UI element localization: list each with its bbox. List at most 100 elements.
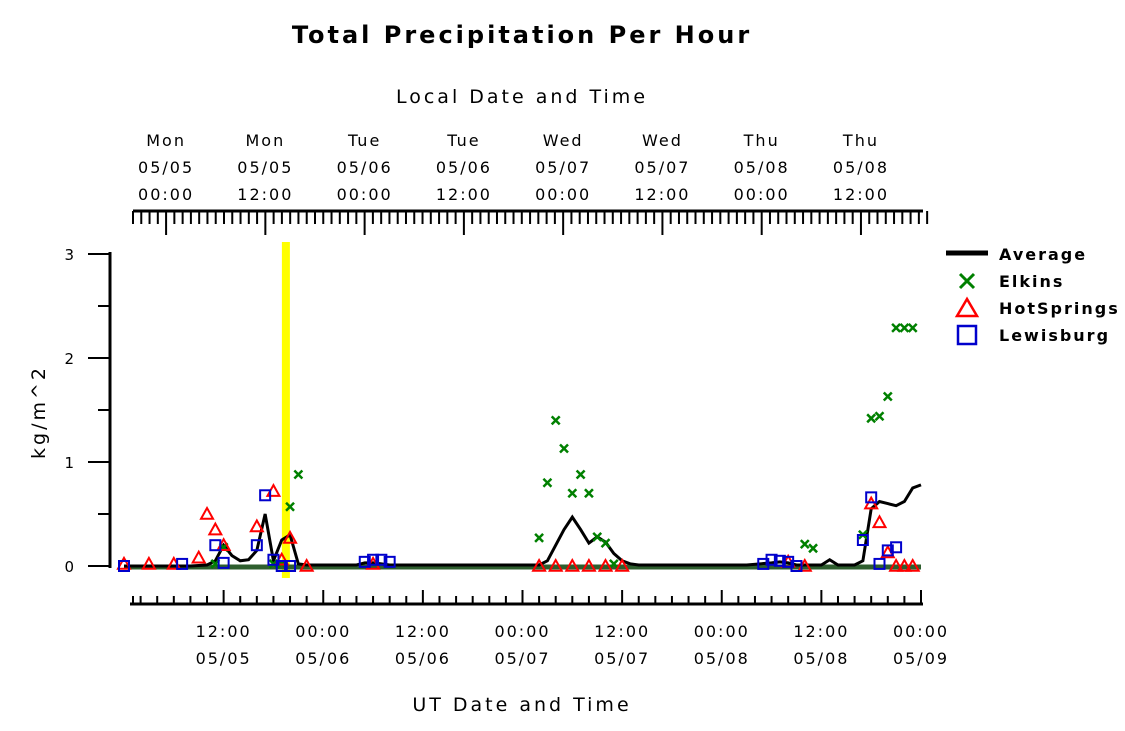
series-lewisburg [118,489,903,572]
elkins-point [891,322,901,333]
lewisburg-point [267,553,280,566]
bottom-tick-date: 05/06 [295,649,351,668]
top-tick-day: Thu [743,131,780,150]
lewisburg-point [856,534,869,546]
lewisburg-point [865,491,878,504]
elkins-point [907,322,918,333]
chart-title: Total Precipitation Per Hour [292,21,752,49]
bottom-tick-date: 05/08 [793,649,849,668]
elkins-point [592,531,603,542]
top-tick-date: 05/08 [734,158,790,177]
bottom-tick-date: 05/07 [494,649,550,668]
top-tick-time: 12:00 [436,185,492,204]
elkins-point [285,501,295,512]
lewisburg-point [873,557,886,570]
legend-label: Elkins [999,272,1064,291]
bottom-tick-time: 12:00 [395,622,451,641]
lewisburg-point [176,557,189,570]
bottom-tick-date: 05/05 [196,649,252,668]
top-tick-time: 12:00 [833,185,889,204]
lewisburg-point [773,554,786,567]
legend: Average Elkins HotSprings Lewisburg [946,245,1120,346]
elkins-point [808,543,818,554]
lewisburg-point [790,560,803,572]
bottom-tick-time: 12:00 [793,622,849,641]
average-line [124,483,922,568]
bottom-tick-time: 00:00 [295,622,351,641]
elkins-point [608,559,619,569]
y-axis-title: kg/m^2 [28,365,50,459]
hotsprings-point [904,557,921,572]
hotsprings-point [298,557,315,572]
hotsprings-point [597,557,614,572]
top-tick-time: 00:00 [734,185,790,204]
hotsprings-point [116,555,132,570]
elkins-point [575,469,586,480]
lewisburg-point [118,560,130,572]
elkins-point [293,469,304,480]
bottom-tick-date: 05/07 [594,649,650,668]
top-tick-time: 00:00 [138,185,194,204]
y-tick-label: 0 [64,558,76,576]
highlight-bar [281,242,290,578]
lewisburg-point [275,560,288,572]
top-tick-day: Wed [642,131,683,150]
bottom-tick-time: 00:00 [893,622,949,641]
hotsprings-point [581,557,597,572]
legend-label: Average [999,245,1087,264]
elkins-point [874,411,885,422]
top-tick-time: 12:00 [237,185,293,204]
bottom-axis-title: UT Date and Time [412,694,631,716]
top-tick-date: 05/07 [535,158,591,177]
elkins-point [550,415,561,426]
legend-label: Lewisburg [999,326,1110,345]
y-tick-label: 3 [64,246,76,264]
lewisburg-point [250,539,263,552]
legend-label: HotSprings [999,299,1120,318]
top-tick-day: Tue [446,131,480,150]
lewisburg-point [881,544,894,557]
bottom-tick-time: 00:00 [494,622,550,641]
lewisburg-point [284,560,297,572]
elkins-point [882,391,893,402]
top-tick-date: 05/07 [634,158,690,177]
top-tick-day: Mon [146,131,186,150]
legend-elkins-swatch [958,272,976,290]
lewisburg-point [217,556,230,569]
elkins-point [600,538,611,549]
series-layer [116,322,922,572]
top-tick-day: Wed [543,131,584,150]
top-tick-time: 00:00 [535,185,591,204]
hotsprings-point [614,557,630,572]
hotsprings-point [199,505,215,520]
hotsprings-point [871,514,888,529]
top-tick-date: 05/05 [138,158,194,177]
elkins-point [559,443,569,454]
elkins-point [542,477,553,488]
legend-hotsprings-swatch [954,296,980,318]
lewisburg-point [259,489,272,502]
top-tick-date: 05/08 [833,158,889,177]
series-elkins [210,322,918,569]
bottom-tick-time: 00:00 [694,622,750,641]
hotsprings-point [191,549,207,564]
top-tick-date: 05/06 [337,158,393,177]
hotsprings-point [896,557,913,572]
lewisburg-point [375,553,388,566]
y-tick-label: 2 [64,350,76,368]
y-tick-label: 1 [64,454,76,472]
axes: 12:00 05/05 00:00 05/06 12:00 05/06 00:00 05/07… [64,131,949,668]
hotsprings-point [249,518,265,533]
hotsprings-point [564,557,581,572]
bottom-tick-date: 05/08 [694,649,750,668]
lewisburg-point [890,541,903,554]
top-tick-day: Tue [347,131,381,150]
bottom-tick-date: 05/09 [893,649,949,668]
lewisburg-point [367,553,380,566]
top-tick-time: 00:00 [337,185,393,204]
elkins-point [567,488,578,499]
top-tick-time: 12:00 [634,185,690,204]
bottom-tick-time: 12:00 [594,622,650,641]
elkins-point [799,539,810,550]
